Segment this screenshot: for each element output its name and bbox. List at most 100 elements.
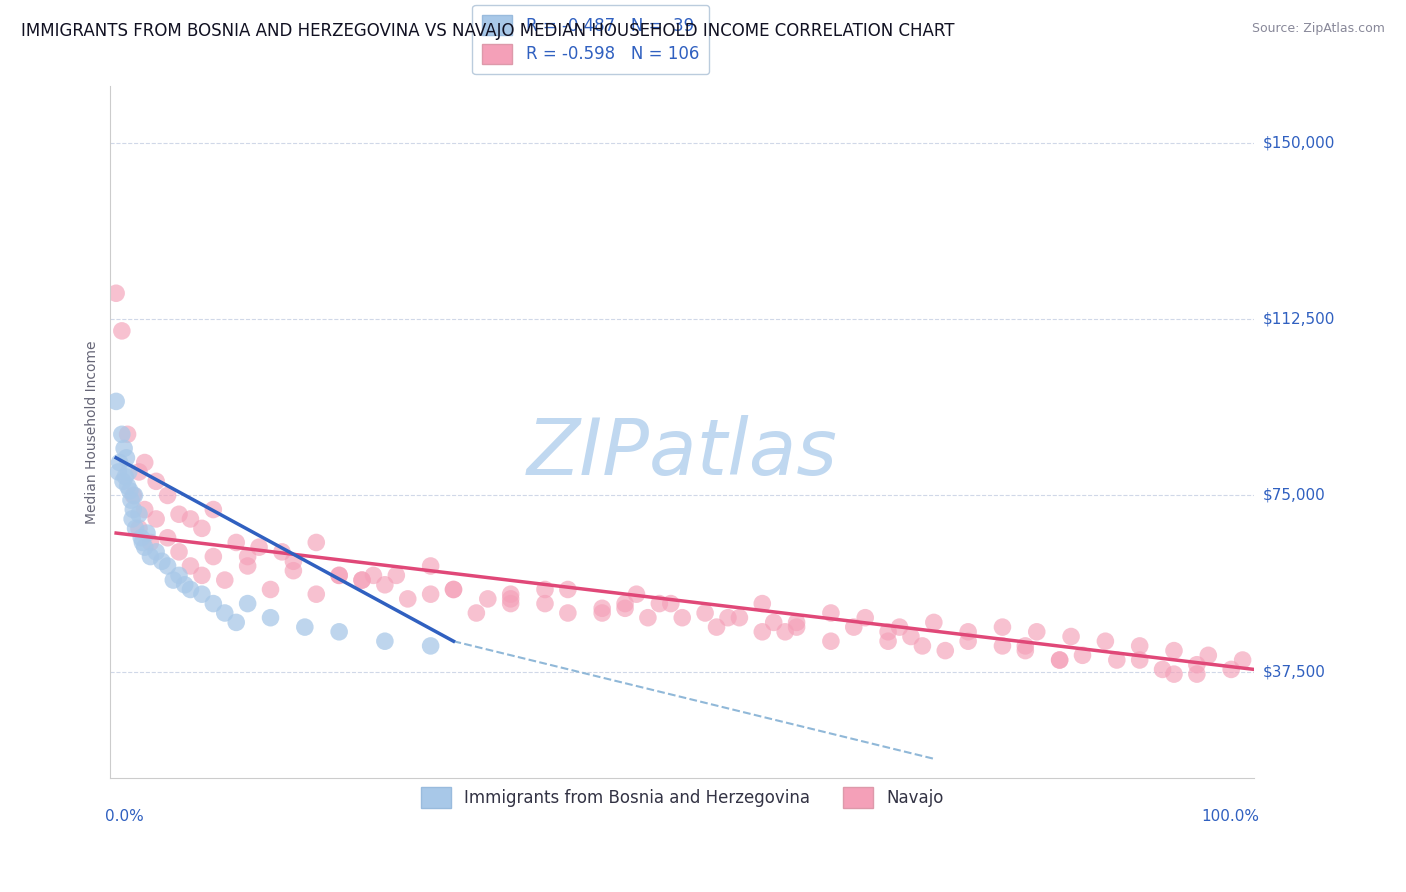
Point: [419, 639, 441, 653]
Point: [202, 549, 225, 564]
Point: [477, 591, 499, 606]
Point: [225, 535, 247, 549]
Point: [1163, 643, 1185, 657]
Point: [751, 597, 773, 611]
Point: [751, 624, 773, 639]
Point: [1049, 653, 1071, 667]
Point: [105, 394, 128, 409]
Point: [659, 597, 682, 611]
Point: [1094, 634, 1116, 648]
Point: [762, 615, 785, 630]
Point: [557, 606, 579, 620]
Point: [283, 564, 305, 578]
Point: [1232, 653, 1254, 667]
Point: [128, 521, 150, 535]
Point: [1152, 662, 1174, 676]
Point: [107, 465, 129, 479]
Point: [557, 582, 579, 597]
Point: [156, 559, 179, 574]
Point: [499, 587, 522, 601]
Y-axis label: Median Household Income: Median Household Income: [86, 340, 100, 524]
Point: [236, 559, 259, 574]
Text: IMMIGRANTS FROM BOSNIA AND HERZEGOVINA VS NAVAJO MEDIAN HOUSEHOLD INCOME CORRELA: IMMIGRANTS FROM BOSNIA AND HERZEGOVINA V…: [21, 22, 955, 40]
Point: [1025, 624, 1047, 639]
Point: [1185, 657, 1208, 672]
Point: [236, 597, 259, 611]
Point: [115, 450, 138, 465]
Point: [117, 427, 139, 442]
Text: 100.0%: 100.0%: [1202, 809, 1260, 823]
Point: [191, 521, 214, 535]
Text: 0.0%: 0.0%: [104, 809, 143, 823]
Point: [120, 493, 142, 508]
Point: [131, 535, 153, 549]
Point: [179, 512, 201, 526]
Point: [283, 554, 305, 568]
Point: [328, 568, 350, 582]
Point: [1220, 662, 1243, 676]
Point: [786, 615, 808, 630]
Text: ZIPatlas: ZIPatlas: [527, 415, 838, 491]
Legend: Immigrants from Bosnia and Herzegovina, Navajo: Immigrants from Bosnia and Herzegovina, …: [413, 780, 950, 814]
Point: [991, 620, 1014, 634]
Point: [374, 578, 396, 592]
Point: [534, 597, 557, 611]
Point: [328, 568, 350, 582]
Text: $75,000: $75,000: [1263, 488, 1324, 503]
Point: [671, 610, 693, 624]
Point: [900, 630, 922, 644]
Point: [145, 512, 167, 526]
Point: [128, 508, 150, 522]
Point: [105, 286, 128, 301]
Point: [465, 606, 488, 620]
Point: [121, 512, 143, 526]
Point: [648, 597, 671, 611]
Point: [179, 582, 201, 597]
Point: [162, 573, 184, 587]
Point: [842, 620, 865, 634]
Point: [145, 475, 167, 489]
Point: [991, 639, 1014, 653]
Point: [108, 456, 131, 470]
Point: [225, 615, 247, 630]
Point: [728, 610, 751, 624]
Point: [117, 479, 139, 493]
Point: [1185, 667, 1208, 681]
Point: [191, 587, 214, 601]
Point: [786, 620, 808, 634]
Point: [773, 624, 796, 639]
Point: [134, 540, 156, 554]
Point: [877, 634, 900, 648]
Point: [877, 624, 900, 639]
Point: [385, 568, 408, 582]
Point: [173, 578, 195, 592]
Point: [499, 591, 522, 606]
Point: [911, 639, 934, 653]
Point: [145, 545, 167, 559]
Point: [614, 601, 637, 615]
Point: [419, 587, 441, 601]
Point: [706, 620, 728, 634]
Point: [214, 573, 236, 587]
Point: [591, 601, 613, 615]
Point: [614, 597, 637, 611]
Text: $112,500: $112,500: [1263, 311, 1334, 326]
Point: [124, 521, 146, 535]
Point: [534, 582, 557, 597]
Point: [156, 488, 179, 502]
Point: [139, 535, 162, 549]
Point: [156, 531, 179, 545]
Point: [637, 610, 659, 624]
Point: [271, 545, 294, 559]
Point: [259, 610, 281, 624]
Point: [350, 573, 373, 587]
Point: [591, 606, 613, 620]
Point: [167, 508, 190, 522]
Text: $150,000: $150,000: [1263, 136, 1334, 150]
Point: [443, 582, 465, 597]
Point: [118, 465, 141, 479]
Point: [1014, 639, 1036, 653]
Point: [112, 442, 135, 456]
Point: [139, 549, 162, 564]
Point: [214, 606, 236, 620]
